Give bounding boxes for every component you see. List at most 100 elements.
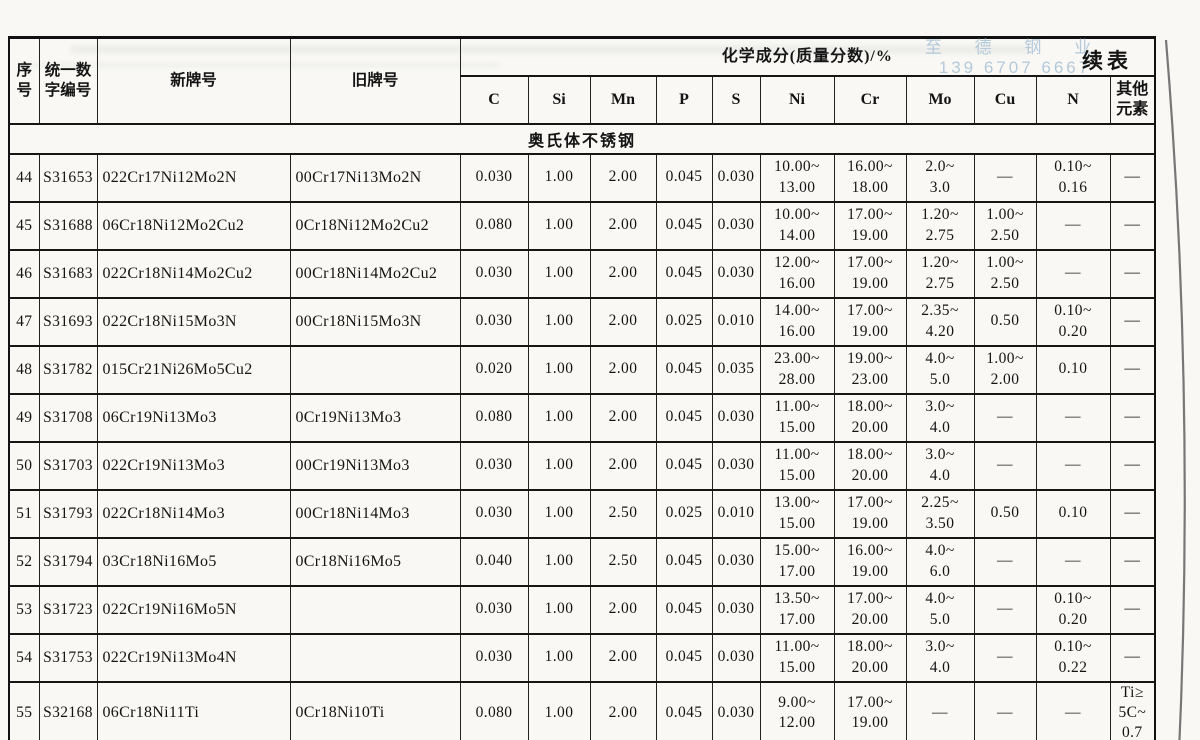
cell-other: —: [1109, 248, 1156, 299]
cell-p: 0.045: [655, 248, 713, 299]
cell-mo: 3.0~ 4.0: [905, 440, 975, 491]
table-body: 44 S31653 022Cr17Ni12Mo2N 00Cr17Ni13Mo2N…: [8, 152, 1156, 740]
cell-serial: 55: [8, 680, 40, 740]
cell-cu: —: [973, 440, 1037, 491]
cell-cu: —: [973, 536, 1037, 587]
cell-s: 0.030: [711, 632, 761, 683]
cell-si: 1.00: [527, 680, 591, 740]
cell-c: 0.030: [459, 632, 529, 683]
cell-n: 0.10~ 0.20: [1035, 296, 1111, 347]
cell-new-grade: 06Cr18Ni12Mo2Cu2: [96, 200, 291, 251]
watermark: 至 德 钢 业 139 6707 6667: [900, 38, 1130, 79]
cell-mn: 2.00: [589, 200, 657, 251]
cell-mn: 2.00: [589, 680, 657, 740]
cell-other: —: [1109, 632, 1156, 683]
cell-s: 0.030: [711, 200, 761, 251]
cell-other: —: [1109, 200, 1156, 251]
cell-ni: 13.00~ 15.00: [759, 488, 835, 539]
cell-n: —: [1035, 536, 1111, 587]
cell-p: 0.045: [655, 440, 713, 491]
cell-new-grade: 022Cr17Ni12Mo2N: [96, 152, 291, 203]
cell-new-grade: 015Cr21Ni26Mo5Cu2: [96, 344, 291, 395]
table-row: 50 S31703 022Cr19Ni13Mo3 00Cr19Ni13Mo3 0…: [8, 440, 1156, 491]
cell-si: 1.00: [527, 296, 591, 347]
table-row: 48 S31782 015Cr21Ni26Mo5Cu2 0.020 1.00 2…: [8, 344, 1156, 395]
section-band: 奥氏体不锈钢: [9, 122, 1156, 155]
cell-cr: 17.00~ 19.00: [833, 680, 907, 740]
cell-old-grade: 00Cr19Ni13Mo3: [289, 440, 461, 491]
scan-smudge: [20, 62, 500, 68]
col-header-element-cr: Cr: [833, 74, 907, 125]
cell-c: 0.080: [459, 680, 529, 740]
cell-mo: 1.20~ 2.75: [905, 248, 975, 299]
cell-s: 0.010: [711, 296, 761, 347]
cell-ni: 9.00~ 12.00: [759, 680, 835, 740]
cell-code: S31653: [38, 152, 98, 203]
cell-s: 0.030: [711, 584, 761, 635]
cell-p: 0.025: [655, 488, 713, 539]
cell-c: 0.030: [459, 248, 529, 299]
cell-c: 0.080: [459, 200, 529, 251]
cell-ni: 10.00~ 14.00: [759, 200, 835, 251]
table-row: 51 S31793 022Cr18Ni14Mo3 00Cr18Ni14Mo3 0…: [8, 488, 1156, 539]
cell-mn: 2.00: [589, 296, 657, 347]
cell-n: —: [1035, 440, 1111, 491]
cell-old-grade: 0Cr18Ni12Mo2Cu2: [289, 200, 461, 251]
cell-mn: 2.00: [589, 632, 657, 683]
cell-ni: 11.00~ 15.00: [759, 440, 835, 491]
cell-cr: 17.00~ 19.00: [833, 200, 907, 251]
cell-si: 1.00: [527, 632, 591, 683]
cell-c: 0.030: [459, 440, 529, 491]
cell-mo: 1.20~ 2.75: [905, 200, 975, 251]
cell-n: —: [1035, 680, 1111, 740]
cell-serial: 48: [8, 344, 40, 395]
cell-serial: 51: [8, 488, 40, 539]
cell-cr: 19.00~ 23.00: [833, 344, 907, 395]
cell-c: 0.030: [459, 584, 529, 635]
cell-cr: 17.00~ 19.00: [833, 296, 907, 347]
cell-serial: 44: [8, 152, 40, 203]
cell-mo: 2.0~ 3.0: [905, 152, 975, 203]
cell-cr: 17.00~ 19.00: [833, 488, 907, 539]
cell-s: 0.010: [711, 488, 761, 539]
cell-n: —: [1035, 392, 1111, 443]
cell-p: 0.025: [655, 296, 713, 347]
cell-cu: 0.50: [973, 296, 1037, 347]
cell-ni: 14.00~ 16.00: [759, 296, 835, 347]
cell-new-grade: 022Cr18Ni14Mo3: [96, 488, 291, 539]
col-header-code: 统一数字编号: [38, 36, 98, 125]
cell-other: —: [1109, 488, 1156, 539]
cell-new-grade: 022Cr19Ni13Mo3: [96, 440, 291, 491]
table-row: 49 S31708 06Cr19Ni13Mo3 0Cr19Ni13Mo3 0.0…: [8, 392, 1156, 443]
cell-old-grade: 00Cr17Ni13Mo2N: [289, 152, 461, 203]
col-header-element-ni: Ni: [759, 74, 835, 125]
cell-si: 1.00: [527, 344, 591, 395]
cell-serial: 50: [8, 440, 40, 491]
cell-cu: 1.00~ 2.50: [973, 200, 1037, 251]
cell-s: 0.030: [711, 680, 761, 740]
cell-new-grade: 03Cr18Ni16Mo5: [96, 536, 291, 587]
cell-mo: 3.0~ 4.0: [905, 392, 975, 443]
cell-p: 0.045: [655, 584, 713, 635]
continued-table-label: 续表: [1082, 49, 1132, 73]
cell-cu: —: [973, 680, 1037, 740]
cell-si: 1.00: [527, 536, 591, 587]
cell-c: 0.030: [459, 488, 529, 539]
cell-p: 0.045: [655, 536, 713, 587]
watermark-phone: 139 6707 6667: [938, 58, 1092, 78]
cell-old-grade: 00Cr18Ni15Mo3N: [289, 296, 461, 347]
cell-ni: 23.00~ 28.00: [759, 344, 835, 395]
col-header-element-s: S: [711, 74, 761, 125]
cell-serial: 49: [8, 392, 40, 443]
cell-code: S31708: [38, 392, 98, 443]
cell-c: 0.030: [459, 152, 529, 203]
cell-n: 0.10~ 0.16: [1035, 152, 1111, 203]
cell-code: S31793: [38, 488, 98, 539]
watermark-company: 至 德 钢 业: [924, 38, 1106, 57]
cell-serial: 47: [8, 296, 40, 347]
cell-cr: 17.00~ 20.00: [833, 584, 907, 635]
cell-other: —: [1109, 296, 1156, 347]
col-header-element-si: Si: [527, 74, 591, 125]
cell-ni: 10.00~ 13.00: [759, 152, 835, 203]
table-row: 45 S31688 06Cr18Ni12Mo2Cu2 0Cr18Ni12Mo2C…: [8, 200, 1156, 251]
